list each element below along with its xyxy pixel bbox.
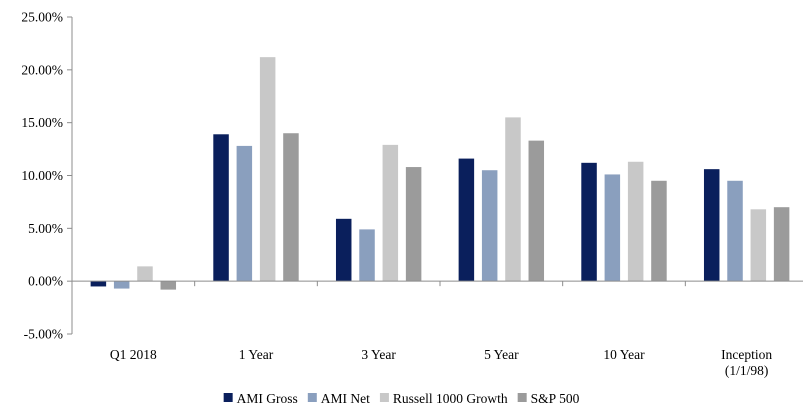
legend-swatch <box>223 393 233 402</box>
legend-item: AMI Net <box>307 391 370 406</box>
x-tick-label: Q1 2018 <box>110 347 157 362</box>
y-tick-label: 25.00% <box>21 10 63 25</box>
legend-label: Russell 1000 Growth <box>393 391 508 406</box>
y-tick-label: -5.00% <box>24 327 63 342</box>
y-tick-label: 15.00% <box>21 115 63 130</box>
y-tick-label: 10.00% <box>21 168 63 183</box>
bar <box>335 218 352 282</box>
bar <box>113 281 130 289</box>
legend-item: AMI Gross <box>223 391 298 406</box>
y-tick-label: 20.00% <box>21 62 63 77</box>
bar <box>604 174 621 282</box>
bar <box>283 133 299 282</box>
legend: AMI Gross AMI Net Russell 1000 Growth S&P 5… <box>223 391 580 406</box>
x-tick-label: 10 Year <box>603 347 645 362</box>
x-axis-labels: Q1 2018 1 Year 3 Year 5 Year 10 Year Inceptio… <box>110 347 773 378</box>
legend-swatch <box>379 393 389 402</box>
y-tick-label: 5.00% <box>28 221 63 236</box>
legend-item: S&P 500 <box>517 391 580 406</box>
y-tick-label: 0.00% <box>28 274 63 289</box>
bar <box>382 144 399 282</box>
bars <box>90 57 790 290</box>
bar <box>703 169 720 282</box>
bar <box>528 140 545 282</box>
bar <box>581 162 597 282</box>
bar <box>90 281 107 287</box>
x-tick-label: Inception (1/1/98) <box>721 347 772 378</box>
legend-label: AMI Gross <box>237 391 298 406</box>
bar <box>505 117 521 282</box>
bar <box>259 57 276 282</box>
bar <box>750 209 767 282</box>
bar <box>160 281 177 290</box>
y-axis-ticks: -5.00% 0.00% 5.00% 10.00% 15.00% 20.00% 25.00% <box>21 10 72 342</box>
bar <box>458 158 475 282</box>
legend-swatch <box>307 393 317 402</box>
bar <box>727 180 743 282</box>
bar <box>137 266 153 282</box>
legend-label: AMI Net <box>321 391 370 406</box>
bar <box>213 134 229 282</box>
legend-label: S&P 500 <box>531 391 580 406</box>
bar <box>405 167 422 282</box>
bar <box>359 229 375 282</box>
legend-item: Russell 1000 Growth <box>379 391 508 406</box>
bar <box>481 170 498 282</box>
legend-swatch <box>517 393 527 402</box>
x-tick-label: 5 Year <box>484 347 519 362</box>
x-tick-label: 3 Year <box>361 347 396 362</box>
bar <box>236 145 253 282</box>
bar <box>773 207 790 282</box>
bar <box>627 161 644 282</box>
axes <box>71 17 803 334</box>
bar <box>651 180 667 282</box>
x-tick-label: 1 Year <box>239 347 274 362</box>
